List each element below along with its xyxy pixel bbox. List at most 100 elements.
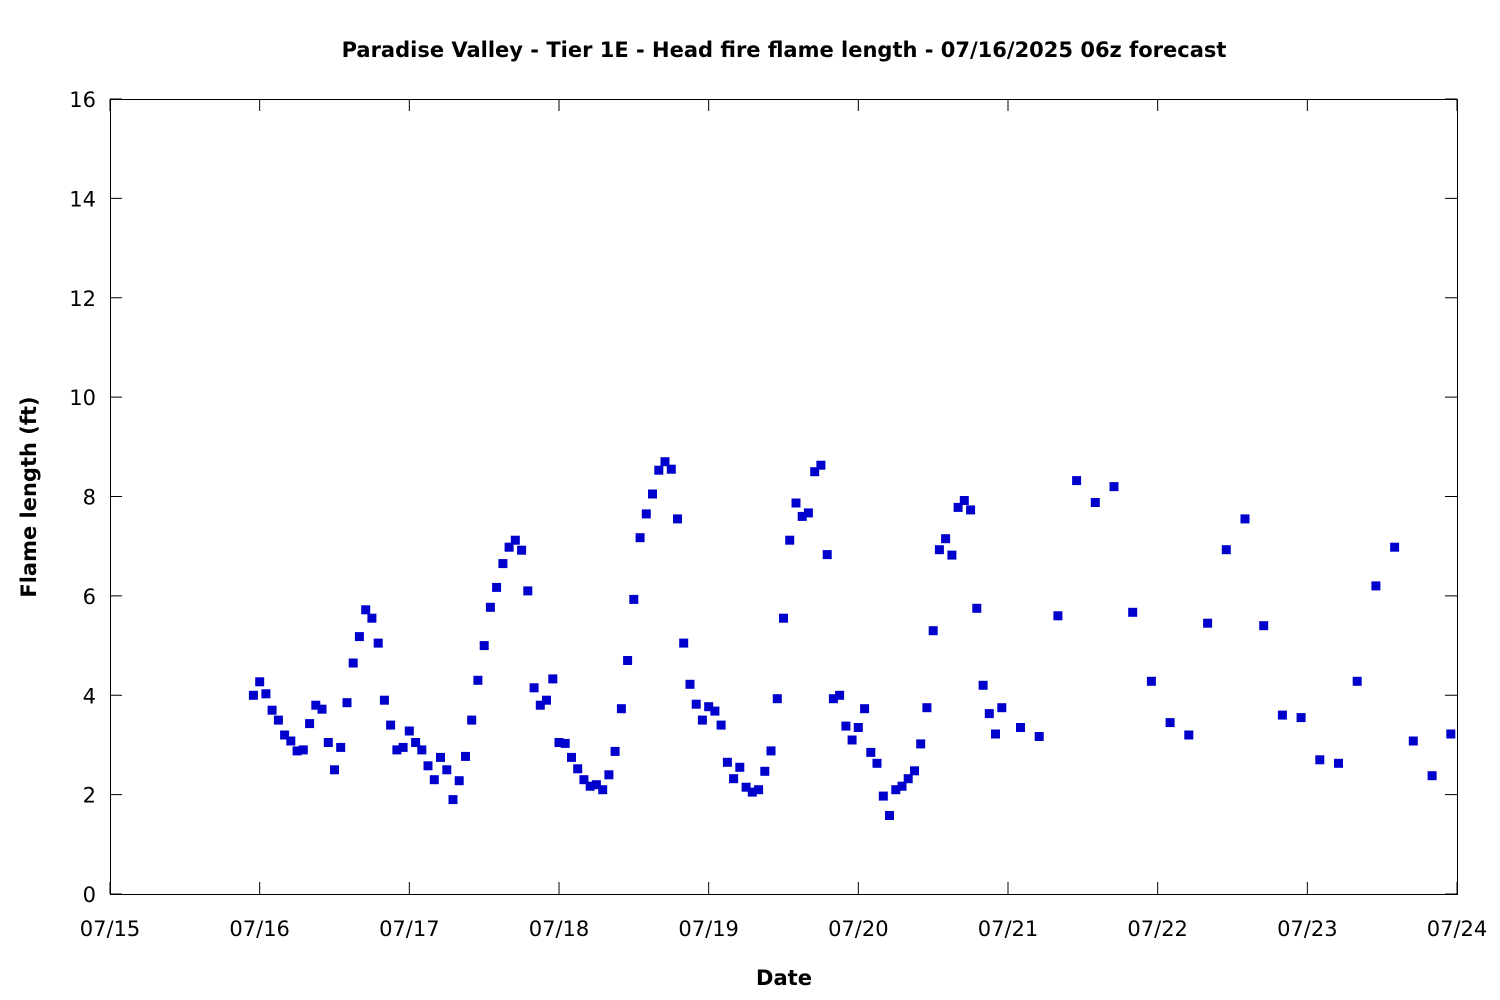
data-point <box>947 550 957 560</box>
data-point <box>772 694 782 704</box>
axis-ticks <box>109 98 1458 895</box>
y-tick-label: 6 <box>83 585 96 609</box>
y-axis-label: Flame length (ft) <box>17 396 41 597</box>
data-point <box>504 542 514 552</box>
data-point <box>828 694 838 704</box>
data-point <box>467 715 477 725</box>
x-tick-label: 07/22 <box>1127 917 1188 941</box>
data-point <box>648 489 657 499</box>
data-point <box>567 752 576 762</box>
data-point <box>485 602 495 612</box>
data-point <box>1221 545 1231 555</box>
data-point <box>1408 736 1418 746</box>
data-point <box>635 533 645 543</box>
data-point <box>710 706 720 716</box>
data-point <box>691 699 701 709</box>
data-point <box>810 467 820 477</box>
data-point <box>1053 611 1063 621</box>
data-point <box>1072 476 1082 486</box>
data-point <box>529 683 539 693</box>
data-point <box>841 721 851 731</box>
data-point <box>535 700 545 710</box>
data-point <box>953 502 963 512</box>
x-tick-label: 07/18 <box>529 917 590 941</box>
data-point <box>922 703 932 713</box>
data-point <box>354 632 364 642</box>
data-point <box>454 776 464 786</box>
data-point <box>392 745 402 755</box>
data-point <box>891 785 901 795</box>
chart-title: Paradise Valley - Tier 1E - Head fire fl… <box>342 38 1227 62</box>
data-point <box>1146 676 1156 686</box>
data-point <box>398 742 408 752</box>
data-point <box>760 766 770 776</box>
data-point <box>878 791 888 801</box>
data-point <box>591 780 601 790</box>
data-point <box>379 695 389 705</box>
data-point <box>1240 514 1250 524</box>
data-points <box>248 457 1456 820</box>
data-point <box>585 781 595 791</box>
data-point <box>866 747 876 757</box>
data-point <box>903 774 913 784</box>
data-point <box>273 715 283 725</box>
data-point <box>853 723 863 732</box>
data-point <box>286 736 296 746</box>
data-point <box>797 511 807 521</box>
data-point <box>654 465 664 475</box>
data-point <box>1390 542 1400 552</box>
data-point <box>679 638 689 648</box>
data-point <box>934 545 944 555</box>
data-point <box>598 785 608 795</box>
data-point <box>604 770 614 780</box>
data-point <box>1352 676 1362 686</box>
data-point <box>1128 607 1138 617</box>
data-point <box>1427 771 1437 781</box>
data-point <box>885 811 894 820</box>
data-point <box>697 715 707 725</box>
y-tick-label: 0 <box>83 883 96 907</box>
data-point <box>1277 710 1287 720</box>
x-axis-label: Date <box>756 966 812 990</box>
data-point <box>1090 498 1100 507</box>
data-point <box>822 550 832 560</box>
data-point <box>448 795 458 805</box>
data-point <box>554 738 564 747</box>
data-point <box>317 704 327 714</box>
data-point <box>248 690 258 700</box>
data-point <box>323 738 333 747</box>
x-tick-label: 07/23 <box>1277 917 1338 941</box>
data-point <box>461 751 470 761</box>
data-point <box>517 545 527 555</box>
data-point <box>1184 730 1194 740</box>
data-point <box>573 764 583 774</box>
data-point <box>785 535 795 545</box>
data-point <box>361 605 371 615</box>
data-point <box>860 704 870 714</box>
x-tick-label: 07/16 <box>229 917 290 941</box>
data-point <box>978 680 988 690</box>
y-axis-tick-labels: 0 2 4 6 8 10 12 14 16 <box>69 88 96 907</box>
data-point <box>735 762 745 772</box>
data-point <box>1446 729 1456 739</box>
data-point <box>292 746 302 756</box>
data-point <box>803 508 813 518</box>
data-point <box>673 514 682 524</box>
data-point <box>835 690 845 700</box>
data-point <box>872 758 882 768</box>
data-point <box>305 719 315 729</box>
data-point <box>342 698 352 708</box>
data-point <box>417 745 427 755</box>
data-point <box>641 509 651 519</box>
data-point <box>492 582 502 592</box>
data-point <box>1016 723 1025 732</box>
data-point <box>928 626 938 636</box>
data-point <box>255 677 265 687</box>
data-point <box>704 702 714 712</box>
data-point <box>991 729 1000 739</box>
data-point <box>261 689 271 699</box>
data-point <box>1334 758 1343 768</box>
data-point <box>423 761 433 771</box>
data-point <box>1315 755 1325 765</box>
data-point <box>897 781 907 791</box>
